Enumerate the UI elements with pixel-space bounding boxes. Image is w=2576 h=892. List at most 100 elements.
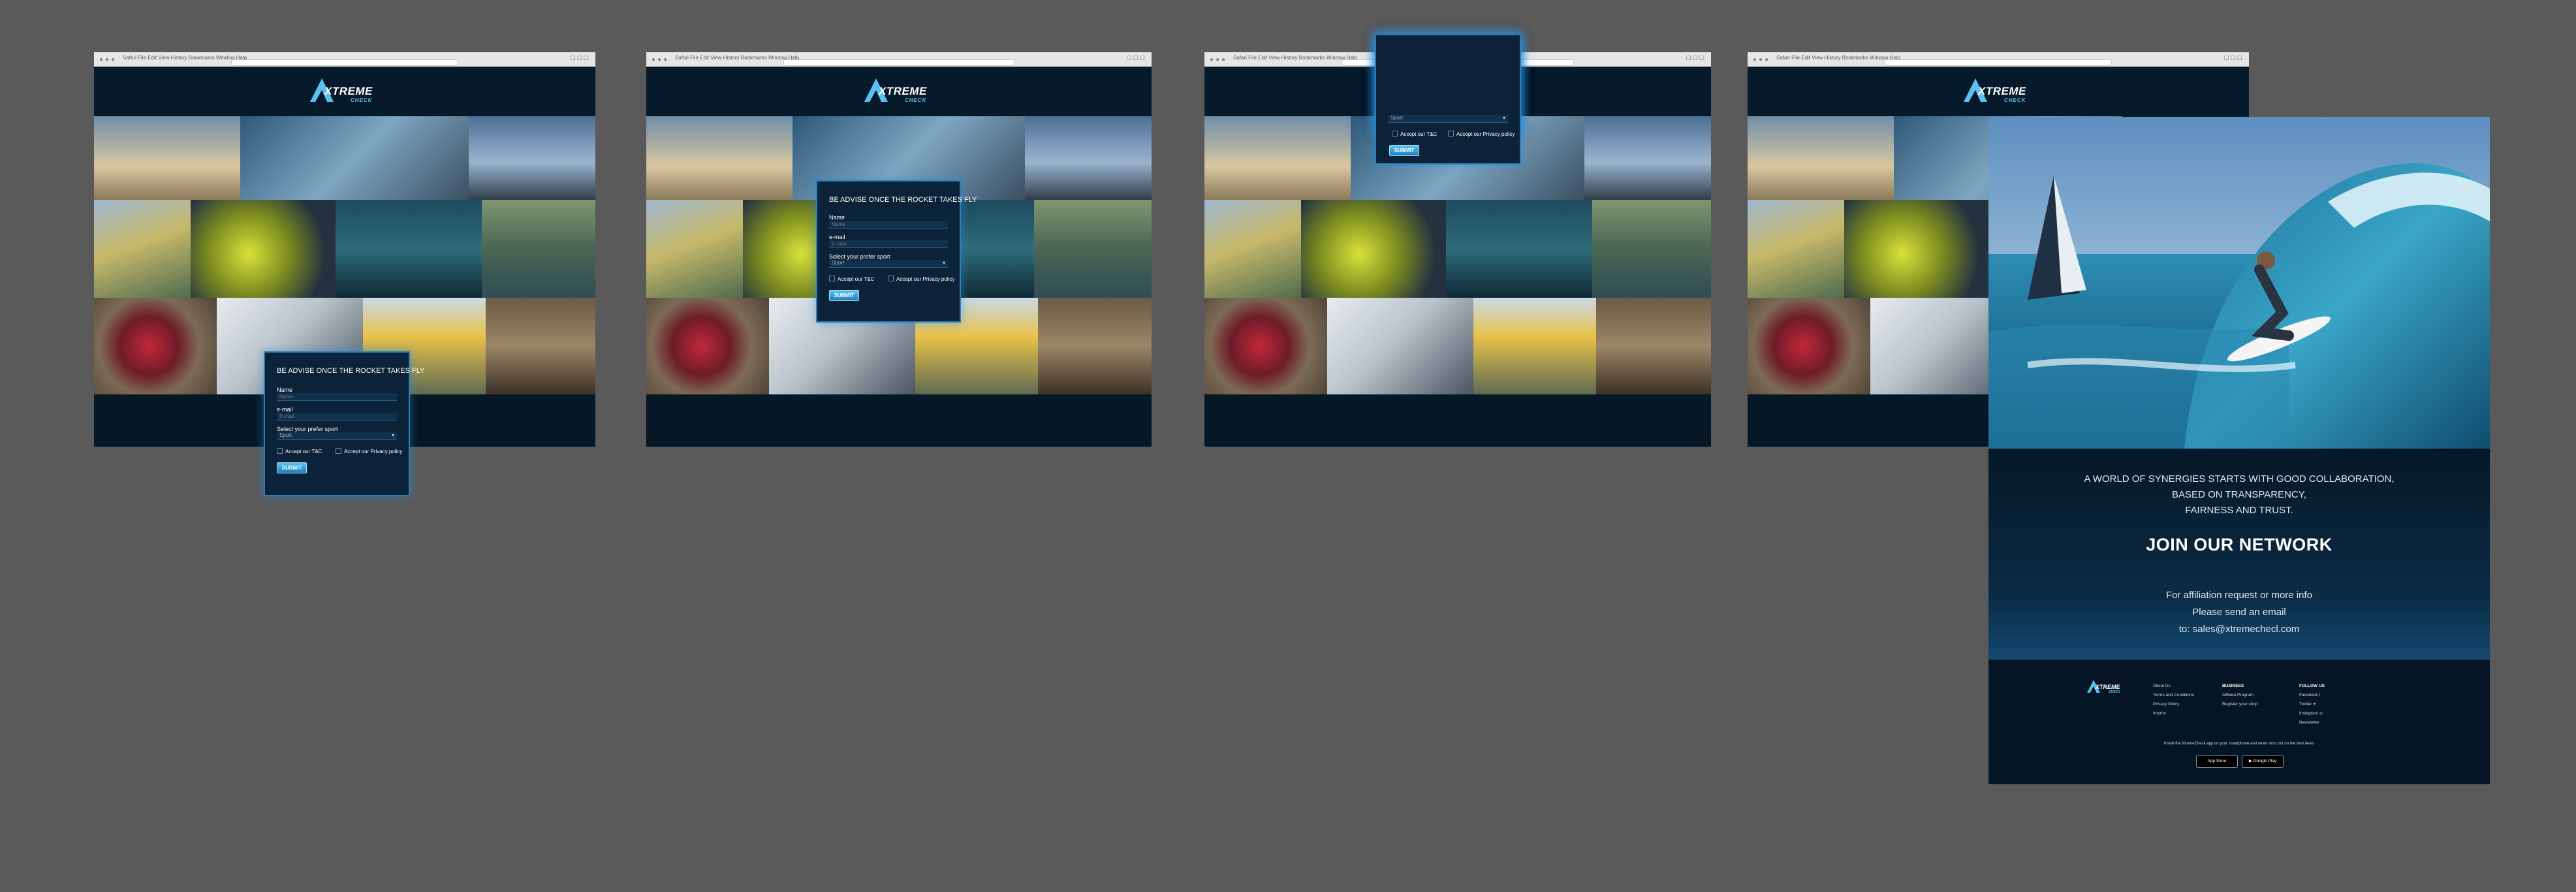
window-controls-icon[interactable]: ●●● — [1753, 56, 1771, 63]
sport-label: Select your prefer sport — [829, 253, 890, 260]
contact-line-1: For affiliation request or more info — [2166, 590, 2312, 601]
email-input[interactable] — [829, 240, 948, 248]
follow-heading: FOLLOW US — [2299, 684, 2325, 688]
footer-link[interactable]: Register your shop — [2222, 702, 2258, 707]
privacy-checkbox[interactable]: Accept our Privacy policy — [888, 276, 954, 282]
notify-form: BE ADVISE ONCE THE ROCKET TAKES FLY Name… — [816, 180, 977, 323]
brand-name: XTREME — [324, 85, 373, 97]
brand-logo[interactable]: XTREME CHECK — [863, 76, 935, 108]
brand-logo[interactable]: XTREME CHECK — [1962, 76, 2034, 108]
privacy-checkbox[interactable]: Accept our Privacy policy — [336, 448, 402, 454]
submit-button[interactable]: SUBMIT — [277, 462, 307, 473]
address-bar[interactable] — [231, 59, 458, 66]
tc-checkbox[interactable]: Accept our T&C — [829, 276, 874, 282]
privacy-checkbox[interactable]: Accept our Privacy policy — [1448, 131, 1515, 137]
window-controls-icon[interactable]: ●●● — [1210, 56, 1228, 63]
chevron-down-icon: ▾ — [1502, 115, 1505, 121]
notify-form: BE ADVISE ONCE THE ROCKET TAKES FLY Name… — [264, 351, 424, 496]
tc-label: Accept our T&C — [1400, 131, 1437, 137]
footer-link[interactable]: Imprint — [2153, 711, 2166, 716]
browser-menu[interactable]: Safari File Edit View History Bookmarks … — [1233, 55, 1358, 61]
footer-link[interactable]: Privacy Policy — [2153, 702, 2180, 707]
surfer-hero-photo — [1988, 117, 2490, 449]
kayaker-photo — [482, 200, 595, 298]
browser-tools-icon[interactable]: ☐☐☐ — [570, 55, 590, 61]
instagram-link[interactable]: Instagram ◎ — [2299, 709, 2325, 718]
inline-skater-photo — [1025, 116, 1152, 200]
footer-links-col: About Us Terms and Conditions Privacy Po… — [2153, 682, 2194, 718]
footer-business-col: BUSINESS Affiliate Program Register your… — [2222, 682, 2258, 709]
climber-photo — [1204, 298, 1327, 394]
trail-runner-photo — [1038, 298, 1152, 394]
browser-menu[interactable]: Safari File Edit View History Bookmarks … — [123, 55, 247, 61]
paraglider-photo — [646, 200, 743, 298]
browser-menu[interactable]: Safari File Edit View History Bookmarks … — [675, 55, 800, 61]
contact-email-link[interactable]: to: sales@xtremechecl.com — [2178, 624, 2300, 635]
rocket-triangle-icon — [310, 78, 334, 102]
browser-tools-icon[interactable]: ☐☐☐ — [1126, 55, 1146, 61]
window-controls-icon[interactable]: ●●● — [99, 56, 118, 63]
kayaker-photo — [1034, 200, 1152, 298]
name-input[interactable] — [277, 393, 397, 401]
sport-label: Select your prefer sport — [277, 426, 338, 432]
submit-button[interactable]: SUBMIT — [829, 290, 859, 301]
address-bar[interactable] — [1885, 59, 2112, 66]
surfer-wave-illustration — [1988, 117, 2490, 449]
tagline-1: A WORLD OF SYNERGIES STARTS WITH GOOD CO… — [2084, 473, 2395, 485]
sport-select[interactable]: Sport ▾ — [1388, 115, 1508, 123]
notify-form-bottom: Sport ▾ Accept our T&C Accept our Privacy… — [1375, 34, 1521, 165]
browser-menu[interactable]: Safari File Edit View History Bookmarks … — [1776, 55, 1901, 61]
privacy-label: Accept our Privacy policy — [1456, 131, 1515, 137]
submit-button[interactable]: SUBMIT — [1389, 145, 1419, 156]
name-input[interactable] — [829, 221, 948, 229]
brand-logo[interactable]: XTREME CHECK — [309, 76, 381, 108]
site-footer: XTREME CHECK About Us Terms and Conditio… — [1988, 659, 2490, 784]
goggles-photo — [1301, 200, 1446, 298]
tc-checkbox[interactable]: Accept our T&C — [1392, 131, 1437, 137]
name-label: Name — [829, 214, 845, 221]
skateboarder-photo — [646, 116, 793, 200]
app-store-button[interactable]: App Store — [2196, 755, 2238, 768]
footer-follow-col: FOLLOW US Facebook f Twitter ✦ Instagram… — [2299, 682, 2325, 727]
google-play-button[interactable]: ▶ Google Play — [2242, 755, 2284, 768]
kayaker-photo — [1592, 200, 1711, 298]
brand-sub: CHECK — [2109, 690, 2120, 694]
diver-photo — [336, 200, 482, 298]
skier-photo — [1327, 298, 1473, 394]
sport-select[interactable]: Sport ▾ — [829, 260, 948, 268]
rocket-triangle-icon — [864, 78, 888, 102]
brand-sub: CHECK — [351, 97, 373, 103]
twitter-link[interactable]: Twitter ✦ — [2299, 700, 2325, 709]
trail-runner-photo — [486, 298, 595, 394]
newsletter-link[interactable]: Newsletter — [2299, 720, 2319, 725]
email-label: e-mail — [829, 234, 845, 240]
diver-photo — [1446, 200, 1592, 298]
privacy-label: Accept our Privacy policy — [344, 449, 403, 454]
mountain-biker-photo — [240, 116, 469, 200]
email-input[interactable] — [277, 413, 397, 421]
skateboarder-photo — [1204, 116, 1351, 200]
sport-select[interactable]: Sport ▾ — [277, 432, 397, 440]
brand-name: XTREME — [1978, 85, 2026, 97]
address-bar[interactable] — [783, 59, 1014, 66]
footer-link[interactable]: Affiliate Program — [2222, 693, 2254, 697]
app-install-note: Install the XtremeCheck app on your smar… — [2163, 742, 2315, 746]
contact-line-2: Please send an email — [2192, 607, 2286, 618]
browser-tools-icon[interactable]: ☐☐☐ — [1686, 55, 1706, 61]
form-title: BE ADVISE ONCE THE ROCKET TAKES FLY — [277, 367, 425, 375]
tagline-3: FAIRNESS AND TRUST. — [2185, 505, 2293, 516]
join-network-panel: A WORLD OF SYNERGIES STARTS WITH GOOD CO… — [1988, 117, 2490, 784]
site-header: XTREME CHECK — [94, 67, 595, 116]
paraglider-photo — [1204, 200, 1301, 298]
tc-checkbox[interactable]: Accept our T&C — [277, 448, 322, 454]
facebook-link[interactable]: Facebook f — [2299, 691, 2325, 700]
footer-link[interactable]: About Us — [2153, 684, 2171, 688]
skateboarder-photo — [1748, 116, 1894, 200]
browser-tools-icon[interactable]: ☐☐☐ — [2223, 55, 2244, 61]
window-controls-icon[interactable]: ●●● — [652, 56, 670, 63]
footer-link[interactable]: Terms and Conditions — [2153, 693, 2194, 697]
chevron-down-icon: ▾ — [942, 260, 945, 266]
footer-logo[interactable]: XTREME CHECK — [2086, 679, 2132, 696]
brand-name: XTREME — [2096, 684, 2120, 690]
site-header: XTREME CHECK — [1748, 67, 2249, 116]
